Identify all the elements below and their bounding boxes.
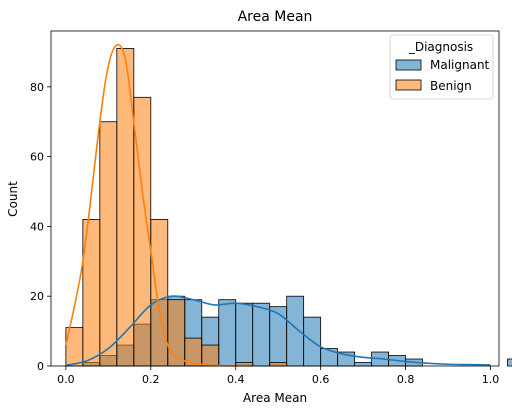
y-tick-label: 40 — [30, 220, 44, 233]
legend-label-malignant: Malignant — [430, 58, 490, 72]
bar-malignant — [218, 299, 237, 367]
plot-area — [65, 43, 512, 367]
kde-line-benign — [65, 43, 236, 367]
y-tick-label: 0 — [37, 360, 44, 373]
x-tick-label: 0.4 — [227, 373, 245, 386]
bars-benign — [65, 48, 288, 367]
bar-malignant — [354, 362, 373, 367]
legend-swatch-benign — [395, 79, 422, 91]
bar-malignant — [286, 295, 305, 367]
bar-benign — [235, 362, 254, 367]
legend-swatch-malignant — [395, 59, 422, 71]
x-tick-label: 0.6 — [312, 373, 330, 386]
legend-title: _Diagnosis — [408, 40, 473, 54]
kde-line-malignant — [65, 295, 491, 367]
x-tick-label: 0.2 — [142, 373, 160, 386]
bar-malignant — [235, 302, 254, 367]
plot-frame — [50, 30, 500, 367]
chart-title: Area Mean — [238, 9, 313, 25]
y-tick-label: 80 — [30, 81, 44, 94]
bar-benign — [99, 121, 118, 367]
bar-malignant — [269, 306, 288, 367]
legend: _Diagnosis Malignant Benign — [389, 34, 494, 100]
bar-malignant — [507, 358, 512, 367]
x-tick-label: 0.8 — [397, 373, 415, 386]
y-tick-label: 20 — [30, 290, 44, 303]
bar-malignant — [320, 348, 339, 367]
x-tick-label: 1.0 — [482, 373, 500, 386]
y-axis-label: Count — [6, 181, 20, 217]
bar-benign — [201, 344, 220, 367]
legend-label-benign: Benign — [430, 79, 472, 93]
bar-malignant — [252, 302, 271, 367]
bar-benign — [167, 299, 186, 367]
y-axis: 0 20 40 60 80 — [30, 81, 51, 373]
x-axis-label: Area Mean — [243, 391, 307, 405]
bar-benign — [150, 219, 169, 367]
y-tick-label: 60 — [30, 151, 44, 164]
bar-benign — [269, 362, 288, 367]
x-tick-label: 0.0 — [57, 373, 75, 386]
x-axis: 0.0 0.2 0.4 0.6 0.8 1.0 — [57, 366, 499, 386]
